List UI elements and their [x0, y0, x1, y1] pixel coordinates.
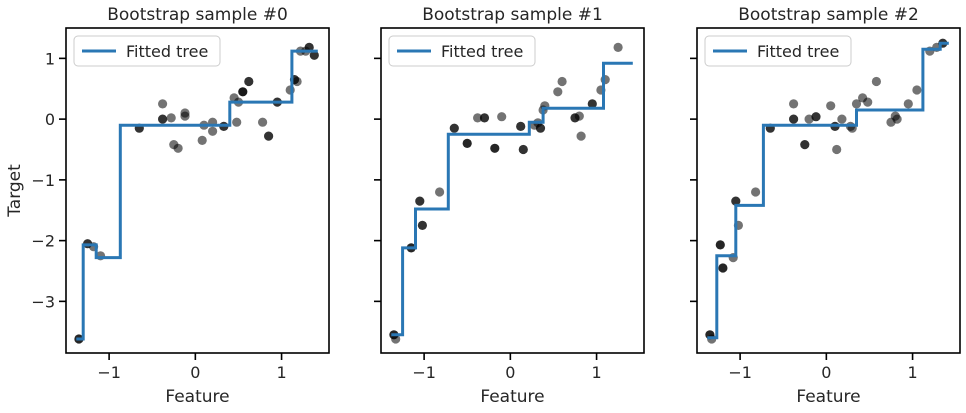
y-tick-label: −1	[31, 171, 55, 190]
data-point	[479, 113, 490, 123]
fitted-tree-line	[391, 61, 633, 337]
data-point	[892, 114, 902, 124]
subplot-title: Bootstrap sample #1	[422, 5, 603, 25]
data-point	[871, 76, 882, 87]
data-point	[715, 240, 725, 250]
data-point	[789, 99, 799, 109]
scatter-points	[389, 42, 623, 344]
legend: Fitted tree	[73, 35, 221, 67]
data-point	[837, 114, 847, 124]
data-point	[490, 143, 500, 153]
data-point	[832, 144, 842, 155]
y-tick-label: 0	[45, 110, 55, 129]
x-tick-label: 0	[821, 363, 831, 382]
legend-box	[73, 35, 221, 67]
legend-label: Fitted tree	[757, 42, 839, 61]
subplot-2: −1 0 1 Bootstrap sample #2 Feature Fitted tre…	[690, 5, 961, 407]
data-point	[826, 101, 836, 111]
x-axis-label: Feature	[480, 387, 544, 407]
data-point	[497, 112, 507, 122]
data-point	[789, 114, 799, 124]
data-point	[912, 85, 922, 95]
x-axis-label: Feature	[796, 387, 860, 407]
data-point	[415, 196, 425, 206]
data-point	[158, 114, 168, 124]
subplot-1: −1 0 1 Bootstrap sample #1 Feature Fitted tre…	[374, 5, 645, 407]
data-point	[574, 111, 584, 121]
data-point	[751, 187, 761, 197]
x-tick-label: 1	[276, 363, 286, 382]
data-point	[232, 117, 242, 127]
data-point	[613, 42, 623, 53]
data-point	[292, 76, 302, 87]
data-point	[473, 113, 483, 123]
subplot-0: −1 0 1 −3 −2 −1 0 1 Bootstrap sample #0 Feature Ta…	[5, 5, 330, 407]
data-point	[435, 187, 445, 197]
legend-label: Fitted tree	[441, 42, 523, 61]
axes-frame	[696, 27, 961, 354]
data-point	[851, 99, 862, 109]
data-point	[863, 97, 873, 107]
legend: Fitted tree	[388, 35, 536, 67]
data-point	[811, 112, 821, 122]
x-tick-label: 1	[591, 363, 601, 382]
x-tick-label: 1	[907, 363, 917, 382]
x-tick-label: 0	[505, 363, 515, 382]
data-point	[244, 76, 254, 87]
data-point	[309, 50, 319, 60]
data-point	[462, 138, 472, 148]
x-tick-label: 0	[190, 363, 200, 382]
axes-frame	[380, 27, 645, 354]
data-point	[518, 144, 528, 155]
data-point	[557, 76, 567, 87]
data-point	[391, 334, 401, 344]
data-point	[417, 220, 427, 230]
x-tick-label: −1	[728, 363, 752, 382]
data-point	[158, 99, 168, 109]
x-tick-label: −1	[412, 363, 436, 382]
subplot-title: Bootstrap sample #0	[107, 5, 288, 25]
y-tick-label: 1	[45, 49, 55, 68]
x-tick-label: −1	[97, 363, 121, 382]
data-point	[718, 263, 728, 273]
data-point	[238, 87, 248, 97]
data-point	[600, 75, 610, 85]
y-axis-label: Target	[5, 164, 25, 218]
data-point	[180, 111, 190, 121]
data-point	[800, 140, 810, 150]
data-point	[903, 99, 913, 109]
legend-box	[388, 35, 536, 67]
data-point	[731, 196, 741, 206]
subplot-title: Bootstrap sample #2	[738, 5, 919, 25]
data-point	[587, 99, 597, 109]
data-point	[208, 126, 218, 136]
scatter-points	[705, 38, 948, 344]
x-axis-label: Feature	[165, 387, 229, 407]
y-tick-label: −3	[31, 292, 55, 311]
legend-box	[704, 35, 852, 67]
data-point	[516, 121, 526, 131]
data-point	[173, 143, 183, 153]
legend: Fitted tree	[704, 35, 852, 67]
data-point	[166, 113, 176, 123]
data-point	[264, 131, 274, 141]
axes-frame	[65, 27, 330, 354]
data-point	[258, 117, 268, 127]
legend-label: Fitted tree	[126, 42, 208, 61]
data-point	[804, 114, 814, 124]
data-point	[449, 123, 459, 133]
fitted-tree-line	[76, 49, 318, 341]
fitted-tree-line	[707, 41, 949, 340]
scatter-points	[74, 42, 319, 344]
data-point	[285, 85, 295, 95]
y-tick-label: −2	[31, 232, 55, 251]
data-point	[197, 135, 207, 145]
data-point	[535, 123, 546, 133]
data-point	[576, 131, 586, 141]
data-point	[553, 87, 563, 97]
